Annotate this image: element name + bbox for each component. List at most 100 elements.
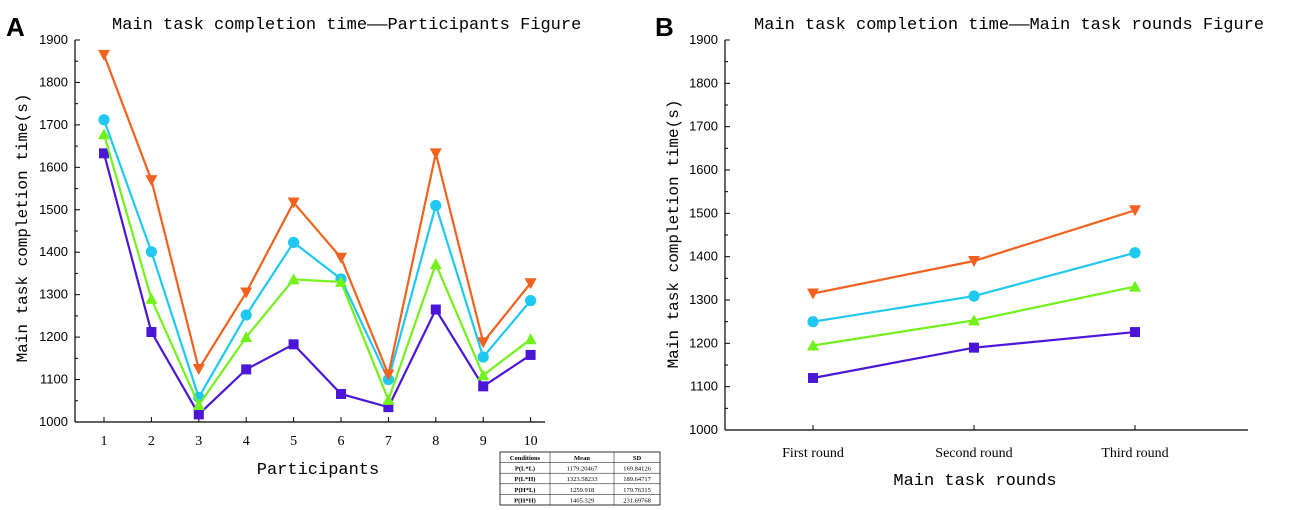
x-tick-label: 8 bbox=[432, 434, 439, 449]
data-point bbox=[968, 314, 980, 326]
table-cell: 169.84126 bbox=[623, 466, 651, 473]
data-point bbox=[335, 252, 347, 264]
y-tick-label: 1500 bbox=[689, 205, 718, 220]
data-point bbox=[288, 236, 300, 249]
y-tick-label: 1500 bbox=[39, 202, 68, 217]
y-tick-label: 1800 bbox=[689, 75, 718, 90]
table-cell: 1405.329 bbox=[570, 497, 594, 504]
data-point bbox=[240, 331, 253, 343]
table-cell: P(L*L) bbox=[515, 466, 535, 473]
series-line-H*H bbox=[102, 54, 532, 379]
x-tick-label: 4 bbox=[243, 434, 250, 449]
data-point bbox=[287, 273, 300, 285]
table-cell: P(H*H) bbox=[514, 497, 536, 504]
y-axis-label-b: Main task completion time(s) bbox=[665, 100, 683, 369]
y-tick-label: 1200 bbox=[39, 329, 68, 344]
axes-b: 1000 1100 1200 1300 1400 1500 1600 1700 1800 1900… bbox=[689, 32, 1248, 461]
y-tick-label: 1100 bbox=[690, 379, 718, 394]
data-point bbox=[477, 337, 490, 349]
data-point bbox=[335, 275, 347, 287]
x-tick-label: 10 bbox=[524, 434, 538, 449]
data-point bbox=[429, 258, 442, 270]
x-tick-label: Third round bbox=[1101, 446, 1168, 461]
x-axis-label-a: Participants bbox=[257, 461, 379, 480]
panel-letter-b: B bbox=[655, 12, 674, 42]
chart-title-b: Main task completion time——Main task rou… bbox=[754, 16, 1264, 35]
series-line-H*H bbox=[812, 209, 1136, 295]
data-point bbox=[807, 316, 819, 328]
x-tick-label: 3 bbox=[195, 434, 202, 449]
series-line-H*L bbox=[102, 133, 532, 408]
chart-title-a: Main task completion time——Participants … bbox=[112, 16, 581, 35]
panel-b: B Main task completion time——Main task r… bbox=[655, 12, 1264, 491]
data-point bbox=[968, 256, 980, 267]
data-point bbox=[240, 287, 253, 299]
table-cell: P(H*L) bbox=[515, 487, 536, 494]
data-point bbox=[336, 388, 346, 399]
data-point bbox=[99, 148, 109, 159]
y-tick-label: 1900 bbox=[689, 32, 718, 47]
table-cell: 189.64717 bbox=[623, 476, 651, 483]
y-tick-label: 1000 bbox=[39, 414, 68, 429]
data-point bbox=[1129, 205, 1141, 217]
data-point bbox=[1129, 280, 1141, 292]
data-point bbox=[808, 373, 818, 383]
data-point bbox=[430, 304, 441, 315]
data-point bbox=[241, 364, 252, 375]
y-tick-label: 1700 bbox=[689, 119, 718, 134]
y-tick-label: 1000 bbox=[689, 422, 718, 437]
data-point bbox=[287, 197, 300, 209]
y-tick-label: 1300 bbox=[689, 292, 718, 307]
x-tick-label: 1 bbox=[101, 434, 108, 449]
table-cell: 1323.58233 bbox=[567, 476, 598, 483]
y-tick-label: 1900 bbox=[39, 32, 68, 47]
x-tick-label: 2 bbox=[148, 434, 155, 449]
x-tick-label: 6 bbox=[338, 434, 345, 449]
data-point bbox=[382, 393, 395, 405]
series-group-b bbox=[807, 205, 1141, 383]
data-point bbox=[98, 114, 110, 126]
data-point bbox=[430, 199, 442, 212]
series-line-L*L bbox=[102, 153, 532, 417]
data-point bbox=[968, 290, 980, 302]
data-point bbox=[288, 339, 299, 350]
data-point bbox=[382, 369, 395, 381]
data-point bbox=[807, 339, 819, 351]
y-axis-label-a: Main task completion time(s) bbox=[14, 94, 32, 363]
x-tick-label: Second round bbox=[935, 446, 1012, 461]
data-point bbox=[146, 327, 157, 338]
data-point bbox=[193, 409, 204, 420]
data-point bbox=[1130, 327, 1140, 338]
data-point bbox=[525, 349, 536, 360]
table-cell: 179.76315 bbox=[623, 487, 651, 494]
y-tick-label: 1300 bbox=[39, 287, 68, 302]
data-point bbox=[383, 402, 394, 413]
data-point bbox=[524, 333, 537, 345]
axes-a: 1000 1100 1200 1300 1400 1500 1600 1700 1800 1900… bbox=[39, 32, 545, 449]
x-tick-label: First round bbox=[782, 446, 844, 461]
table-cell: P(L*H) bbox=[515, 476, 536, 483]
data-point bbox=[807, 288, 819, 300]
data-point bbox=[98, 128, 110, 140]
series-line-L*H bbox=[102, 119, 532, 401]
data-point bbox=[145, 292, 158, 304]
data-point bbox=[429, 148, 442, 160]
x-tick-label: 5 bbox=[290, 434, 297, 449]
y-tick-label: 1700 bbox=[39, 117, 68, 132]
panel-a: A Main task completion time——Participant… bbox=[6, 12, 661, 506]
y-tick-label: 1600 bbox=[39, 159, 68, 174]
data-point bbox=[524, 278, 537, 290]
stats-table: Conditions Mean SD P(L*L) 1179.20467 169.8412… bbox=[499, 451, 661, 506]
data-point bbox=[98, 49, 110, 61]
y-tick-label: 1400 bbox=[39, 244, 68, 259]
series-group-a bbox=[98, 49, 537, 420]
data-point bbox=[1129, 247, 1141, 259]
table-header-cell: Mean bbox=[574, 455, 590, 462]
table-cell: 231.69768 bbox=[623, 497, 651, 504]
data-point bbox=[192, 363, 205, 375]
data-point bbox=[477, 369, 490, 381]
y-tick-label: 1600 bbox=[689, 162, 718, 177]
data-point bbox=[145, 175, 158, 187]
panel-letter-a: A bbox=[6, 12, 25, 42]
y-tick-label: 1200 bbox=[689, 335, 718, 350]
